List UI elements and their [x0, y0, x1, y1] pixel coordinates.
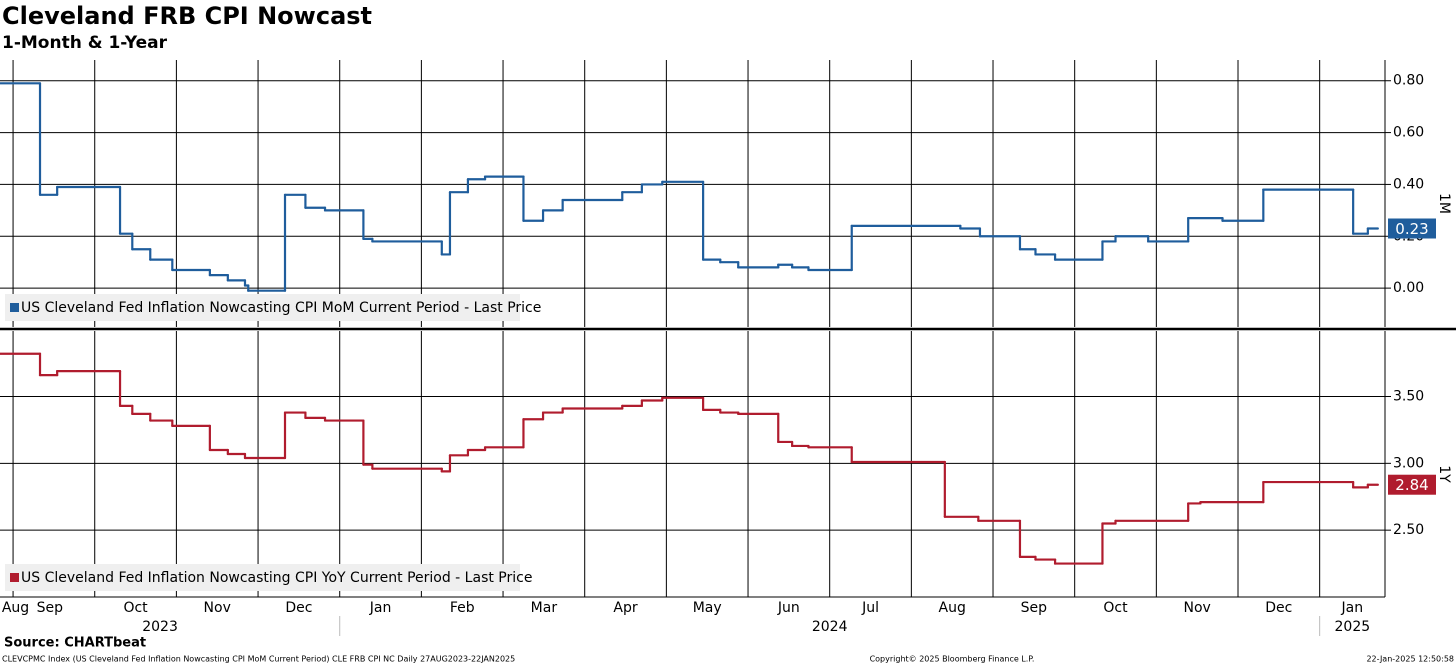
- legend-label: US Cleveland Fed Inflation Nowcasting CP…: [21, 570, 532, 586]
- last-value-box: [1388, 218, 1436, 239]
- y-tick-label: 2.50: [1393, 522, 1424, 538]
- x-tick-label: Oct: [123, 600, 148, 616]
- y-tick-label: 3.50: [1393, 388, 1424, 404]
- x-tick-label: Sep: [1021, 600, 1048, 616]
- x-tick-label: Apr: [613, 600, 637, 616]
- chart-title: Cleveland FRB CPI Nowcast: [2, 2, 372, 30]
- x-tick-label: Oct: [1103, 600, 1128, 616]
- year-label: 2024: [812, 619, 848, 635]
- y-axis-label: 1Y: [1436, 465, 1452, 483]
- source: Source: CHARTbeat: [4, 636, 146, 651]
- y-tick-label: 0.40: [1393, 176, 1424, 192]
- x-tick-label: Nov: [1184, 600, 1211, 616]
- x-tick-label: Aug: [939, 600, 966, 616]
- last-value-label: 2.84: [1395, 476, 1428, 494]
- x-tick-label: Jun: [777, 600, 800, 616]
- x-tick-label: Nov: [204, 600, 231, 616]
- year-label: 2023: [142, 619, 178, 635]
- footer-left: CLEVCPMC Index (US Cleveland Fed Inflati…: [2, 655, 515, 664]
- year-label: 2025: [1335, 619, 1371, 635]
- y-tick-label: 3.00: [1393, 455, 1424, 471]
- x-tick-label: Dec: [1265, 600, 1292, 616]
- legend-label: US Cleveland Fed Inflation Nowcasting CP…: [21, 300, 541, 316]
- x-tick-label: Mar: [531, 600, 558, 616]
- last-value-box: [1388, 474, 1436, 495]
- y-tick-label: 0.00: [1393, 280, 1424, 296]
- x-tick-label: Feb: [450, 600, 475, 616]
- footer-right: 22-Jan-2025 12:50:58: [1366, 655, 1454, 664]
- legend-swatch: [10, 303, 19, 312]
- x-tick-label: Jan: [1341, 600, 1364, 616]
- y-tick-label: 0.60: [1393, 125, 1424, 141]
- y-axis-label: 1M: [1436, 193, 1452, 214]
- x-tick-label: Jul: [861, 600, 879, 616]
- x-tick-label: Dec: [285, 600, 312, 616]
- chart-subtitle: 1-Month & 1-Year: [2, 33, 168, 53]
- x-tick-label: Jan: [369, 600, 392, 616]
- x-tick-label: May: [693, 600, 722, 616]
- x-tick-label: Sep: [37, 600, 64, 616]
- footer-center: Copyright© 2025 Bloomberg Finance L.P.: [870, 655, 1035, 664]
- legend-box: [5, 294, 520, 321]
- x-tick-label: Aug: [2, 600, 29, 616]
- legend-swatch: [10, 573, 19, 582]
- y-tick-label: 0.80: [1393, 73, 1424, 89]
- last-value-label: 0.23: [1395, 220, 1428, 238]
- legend-box: [5, 564, 520, 591]
